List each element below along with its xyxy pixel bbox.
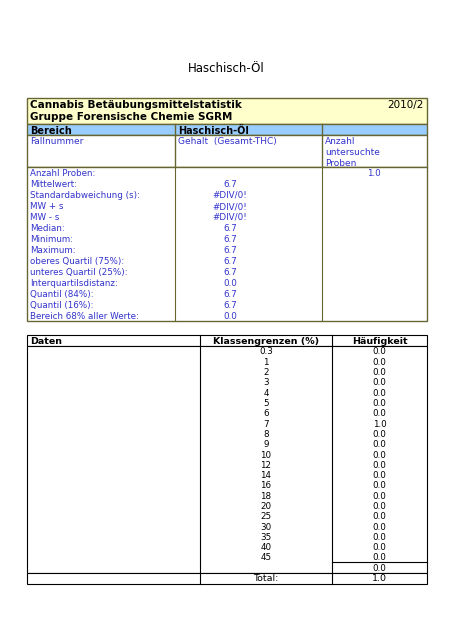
Text: #DIV/0!: #DIV/0! (212, 202, 247, 211)
Text: Anzahl Proben:: Anzahl Proben: (30, 169, 96, 178)
Text: oberes Quartil (75%):: oberes Quartil (75%): (30, 257, 124, 266)
Text: Cannabis Betäubungsmittelstatistik: Cannabis Betäubungsmittelstatistik (30, 100, 242, 110)
Text: Median:: Median: (30, 224, 65, 233)
Text: 6: 6 (263, 410, 269, 419)
Text: 6.7: 6.7 (223, 235, 237, 244)
Text: 6.7: 6.7 (223, 246, 237, 255)
Text: Bereich 68% aller Werte:: Bereich 68% aller Werte: (30, 312, 139, 321)
Text: 6.7: 6.7 (223, 257, 237, 266)
Text: 45: 45 (260, 554, 271, 563)
Text: 0.0: 0.0 (372, 492, 386, 500)
Text: Gehalt  (Gesamt-THC): Gehalt (Gesamt-THC) (178, 137, 277, 146)
Text: Daten: Daten (30, 337, 62, 346)
Text: 0.0: 0.0 (372, 368, 386, 377)
Text: 1.0: 1.0 (373, 420, 386, 429)
Text: 0.0: 0.0 (372, 543, 386, 552)
Bar (27, 135, 427, 167)
Text: Häufigkeit: Häufigkeit (352, 337, 407, 346)
Text: 20: 20 (260, 502, 271, 511)
Text: 2: 2 (263, 368, 269, 377)
Text: unteres Quartil (25%):: unteres Quartil (25%): (30, 268, 128, 277)
Text: 35: 35 (260, 533, 272, 542)
Text: 0.0: 0.0 (372, 440, 386, 449)
Text: #DIV/0!: #DIV/0! (212, 213, 247, 222)
Bar (27, 98, 427, 124)
Text: 3: 3 (263, 378, 269, 387)
Text: 0.0: 0.0 (372, 410, 386, 419)
Text: 0.0: 0.0 (372, 430, 386, 439)
Text: 6.7: 6.7 (223, 268, 237, 277)
Text: 1.0: 1.0 (372, 574, 387, 583)
Text: 0.0: 0.0 (372, 481, 386, 490)
Text: 6.7: 6.7 (223, 180, 237, 189)
Text: 6.7: 6.7 (223, 290, 237, 299)
Bar (27, 124, 427, 135)
Text: Quantil (16%):: Quantil (16%): (30, 301, 93, 310)
Text: 40: 40 (260, 543, 271, 552)
Text: 16: 16 (260, 481, 271, 490)
Text: 6.7: 6.7 (223, 301, 237, 310)
Text: Gruppe Forensische Chemie SGRM: Gruppe Forensische Chemie SGRM (30, 112, 232, 122)
Text: 0.0: 0.0 (223, 312, 237, 321)
Bar (27, 573, 427, 584)
Text: 0.0: 0.0 (372, 378, 386, 387)
Text: Haschisch-Öl: Haschisch-Öl (178, 126, 249, 136)
Text: 4: 4 (263, 388, 269, 397)
Text: 8: 8 (263, 430, 269, 439)
Text: 0.0: 0.0 (372, 348, 386, 356)
Text: Anzahl
untersuchte
Proben: Anzahl untersuchte Proben (325, 137, 380, 168)
Bar (27, 335, 427, 346)
Text: Total:: Total: (253, 574, 279, 583)
Text: Fallnummer: Fallnummer (30, 137, 83, 146)
Text: 1: 1 (263, 358, 269, 367)
Text: MW + s: MW + s (30, 202, 63, 211)
Text: 30: 30 (260, 523, 272, 532)
Text: 0.0: 0.0 (372, 533, 386, 542)
Text: 0.0: 0.0 (372, 358, 386, 367)
Text: Minimum:: Minimum: (30, 235, 73, 244)
Text: 0.0: 0.0 (372, 399, 386, 408)
Text: 0.0: 0.0 (372, 502, 386, 511)
Text: 6.7: 6.7 (223, 224, 237, 233)
Text: 9: 9 (263, 440, 269, 449)
Text: #DIV/0!: #DIV/0! (212, 191, 247, 200)
Text: Bereich: Bereich (30, 126, 72, 136)
Text: Klassengrenzen (%): Klassengrenzen (%) (213, 337, 319, 346)
Bar (27, 346, 427, 573)
Text: Mittelwert:: Mittelwert: (30, 180, 77, 189)
Text: 0.0: 0.0 (372, 451, 386, 460)
Text: MW - s: MW - s (30, 213, 59, 222)
Text: 0.3: 0.3 (259, 348, 273, 356)
Text: Interquartilsdistanz:: Interquartilsdistanz: (30, 279, 118, 288)
Text: 0.0: 0.0 (372, 554, 386, 563)
Text: 10: 10 (260, 451, 271, 460)
Text: 0.0: 0.0 (372, 523, 386, 532)
Text: 1.0: 1.0 (367, 169, 381, 178)
Text: Maximum:: Maximum: (30, 246, 76, 255)
Text: 12: 12 (260, 461, 271, 470)
Text: 2010/2: 2010/2 (388, 100, 424, 110)
Text: 14: 14 (260, 471, 271, 480)
Text: 18: 18 (260, 492, 271, 500)
Text: 25: 25 (260, 512, 271, 522)
Text: 0.0: 0.0 (372, 388, 386, 397)
Text: Quantil (84%):: Quantil (84%): (30, 290, 94, 299)
Bar (27, 167, 427, 321)
Text: 0.0: 0.0 (372, 461, 386, 470)
Text: 7: 7 (263, 420, 269, 429)
Text: 0.0: 0.0 (372, 564, 386, 573)
Text: Standardabweichung (s):: Standardabweichung (s): (30, 191, 140, 200)
Text: 0.0: 0.0 (372, 471, 386, 480)
Text: 0.0: 0.0 (372, 512, 386, 522)
Text: 0.0: 0.0 (223, 279, 237, 288)
Text: Haschisch-Öl: Haschisch-Öl (188, 62, 265, 75)
Text: 5: 5 (263, 399, 269, 408)
